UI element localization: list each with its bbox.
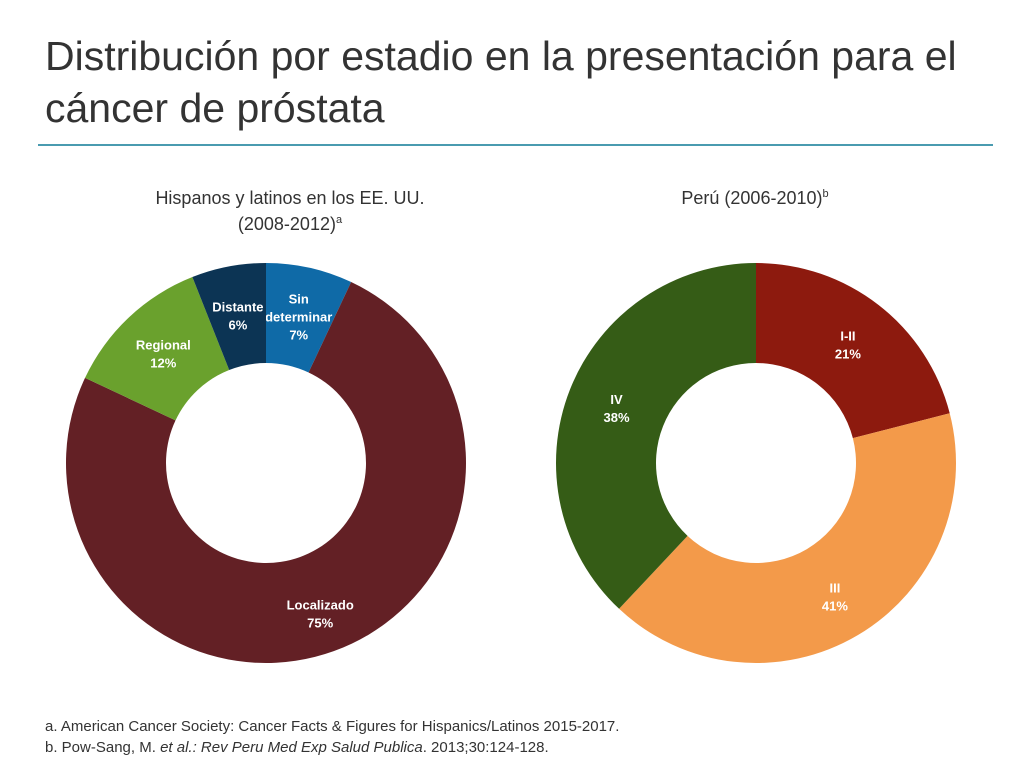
slice-label-line: Localizado (287, 598, 354, 613)
slice-i-ii (756, 263, 950, 439)
slice-label-line: I-II (840, 328, 855, 343)
slice-label-iv: IV 38% (604, 392, 630, 425)
chart-title-line-2: (2008-2012) (237, 214, 336, 234)
slice-label-line: 7% (289, 328, 308, 343)
chart-title-hispanos: Hispanos y latinos en los EE. UU. (2008-… (80, 185, 500, 237)
slice-label-distante: Distante 6% (212, 300, 263, 333)
slice-iv (556, 263, 756, 609)
footnote-b-author: b. Pow-Sang, M. (45, 739, 161, 756)
slice-iii (619, 413, 956, 663)
slice-label-i-ii: I-II 21% (835, 328, 861, 361)
donut-chart-peru: I-II 21% III 41% IV 38% (556, 263, 956, 663)
footnote-a: a. American Cancer Society: Cancer Facts… (45, 718, 620, 735)
slice-label-line: 12% (150, 356, 176, 371)
donut-chart-hispanos: Sin determinar 7% Localizado 75% Regional 12% D… (65, 263, 466, 663)
title-divider (38, 144, 993, 146)
footnote-b: b. Pow-Sang, M. et al.: Rev Peru Med Exp… (45, 737, 1005, 758)
footnote-marker-b: b (822, 188, 829, 200)
slice-label-line: 75% (307, 616, 333, 631)
slide-title: Distribución por estadio en la presentac… (45, 33, 957, 131)
chart-title-peru: Perú (2006-2010)b (560, 185, 950, 211)
slice-label-line: Distante (212, 300, 263, 315)
footnote-b-journal: Rev Peru Med Exp Salud Publica (196, 739, 423, 756)
slice-label-localizado: Localizado 75% (287, 598, 354, 631)
slice-regional (85, 277, 230, 421)
slice-label-line: III (829, 580, 840, 595)
footnote-b-etal: et al.: (160, 739, 197, 756)
slice-label-line: IV (610, 392, 623, 407)
footnote-b-citation: . 2013;30:124-128. (422, 739, 549, 756)
slice-label-line: 41% (822, 598, 848, 613)
slice-label-line: 38% (604, 410, 630, 425)
footnote-marker-a: a (335, 214, 343, 226)
slice-sin-determinar (266, 263, 352, 373)
slice-label-iii: III 41% (822, 580, 848, 613)
slice-label-line: 21% (835, 346, 861, 361)
slice-label-line: 6% (228, 318, 247, 333)
slice-distante (192, 263, 266, 371)
footnotes: a. American Cancer Society: Cancer Facts… (45, 716, 1005, 758)
slice-label-regional: Regional 12% (136, 338, 191, 371)
slice-label-sin-determinar: Sin determinar 7% (265, 292, 332, 343)
slice-localizado (65, 282, 466, 663)
slice-label-line: determinar (265, 310, 332, 325)
chart-title-line-1: Hispanos y latinos en los EE. UU. (155, 188, 425, 208)
slice-label-line: Regional (136, 338, 191, 353)
slice-label-line: Sin (289, 292, 309, 307)
chart-title-line-1: Perú (2006-2010) (681, 188, 823, 208)
